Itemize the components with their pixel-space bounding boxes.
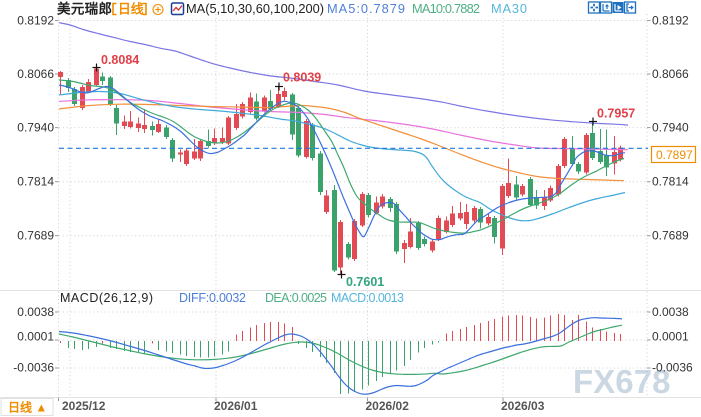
svg-text:0.8066: 0.8066: [17, 67, 54, 81]
svg-text:0.0001: 0.0001: [17, 330, 54, 344]
svg-text:0.7940: 0.7940: [17, 121, 54, 135]
svg-text:-0.0036: -0.0036: [13, 361, 54, 375]
svg-text:0.7689: 0.7689: [652, 229, 689, 243]
svg-text:0.7897: 0.7897: [656, 148, 693, 162]
svg-text:2026/01: 2026/01: [214, 399, 258, 413]
svg-text:日线 ▲: 日线 ▲: [8, 400, 47, 415]
svg-text:0.8084: 0.8084: [101, 53, 139, 67]
svg-text:2026/03: 2026/03: [501, 399, 545, 413]
svg-text:0.7814: 0.7814: [652, 175, 689, 189]
svg-text:美元瑞郎: 美元瑞郎: [57, 1, 112, 17]
svg-text:DEA:0.0025: DEA:0.0025: [265, 291, 327, 305]
svg-text:MACD:0.0013: MACD:0.0013: [331, 291, 404, 305]
svg-text:MA10:0.7882: MA10:0.7882: [412, 1, 480, 16]
svg-text:日线: 日线: [118, 2, 144, 17]
svg-text:MA(5,10,30,60,100,200): MA(5,10,30,60,100,200): [186, 1, 324, 16]
svg-text:MA5:0.7879: MA5:0.7879: [327, 1, 405, 16]
svg-text:FX678: FX678: [573, 363, 672, 400]
svg-text:0.8192: 0.8192: [652, 14, 689, 28]
svg-text:MACD(26,12,9): MACD(26,12,9): [60, 291, 153, 305]
svg-text:2026/02: 2026/02: [366, 399, 410, 413]
svg-text:2025/12: 2025/12: [62, 399, 106, 413]
svg-text:0.0038: 0.0038: [652, 305, 689, 319]
svg-text:0.0001: 0.0001: [652, 330, 689, 344]
svg-text:0.7940: 0.7940: [652, 121, 689, 135]
svg-text:0.7689: 0.7689: [17, 229, 54, 243]
svg-text:-0.0036: -0.0036: [652, 361, 693, 375]
svg-text:0.8039: 0.8039: [283, 71, 321, 85]
svg-text:MA30: MA30: [491, 1, 527, 16]
svg-text:0.7957: 0.7957: [597, 107, 635, 121]
svg-text:DIFF:0.0032: DIFF:0.0032: [179, 291, 246, 305]
svg-text:0.8066: 0.8066: [652, 67, 689, 81]
svg-text:0.7814: 0.7814: [17, 175, 54, 189]
svg-text:0.7601: 0.7601: [346, 275, 384, 289]
svg-text:0.0038: 0.0038: [17, 305, 54, 319]
svg-text:0.8192: 0.8192: [17, 14, 54, 28]
